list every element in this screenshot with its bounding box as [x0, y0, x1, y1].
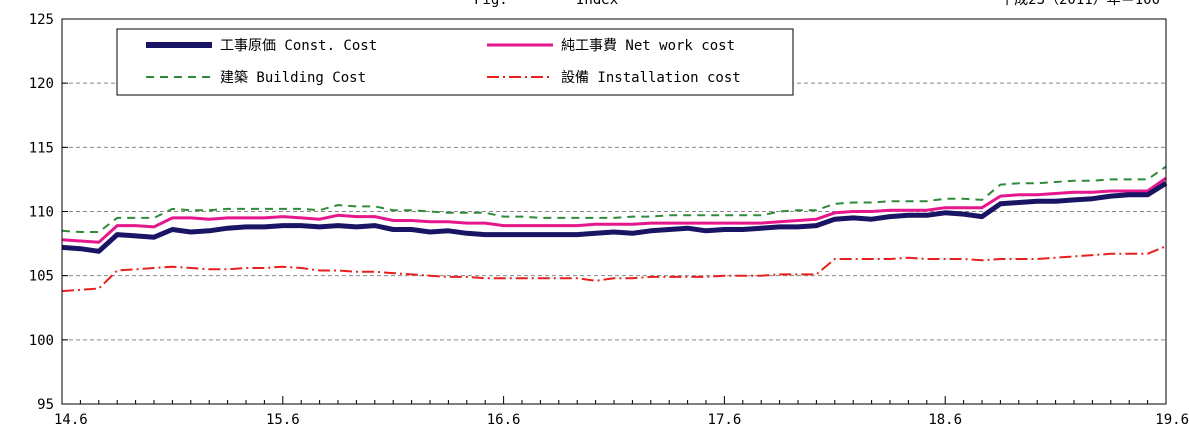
x-tick-label: 14.6 — [54, 412, 88, 428]
header-base-year-fragment: 平成23（2011）年＝100 — [1000, 0, 1160, 8]
x-tick-label: 15.6 — [266, 412, 300, 428]
y-tick-label: 110 — [29, 205, 54, 221]
header-fig-fragment: Fig. — [474, 0, 508, 8]
x-axis-ticks: 14.6 15.6 16.6 17.6 18.6 19.6 — [54, 396, 1189, 428]
gridlines — [62, 82, 1166, 341]
y-tick-label: 100 — [29, 333, 54, 349]
y-tick-label: 120 — [29, 76, 54, 92]
x-tick-label: 19.6 — [1155, 412, 1189, 428]
y-tick-label: 95 — [37, 397, 54, 413]
y-axis-ticks: 95 100 105 110 115 120 125 — [29, 12, 68, 413]
legend-label-const-cost: 工事原価 Const. Cost — [220, 38, 377, 54]
x-tick-label: 18.6 — [928, 412, 962, 428]
legend: 工事原価 Const. Cost 純工事費 Net work cost 建築 B… — [116, 28, 794, 96]
y-tick-label: 115 — [29, 140, 54, 156]
legend-label-building-cost: 建築 Building Cost — [220, 70, 366, 86]
x-tick-label: 17.6 — [708, 412, 742, 428]
legend-label-net-work-cost: 純工事費 Net work cost — [561, 38, 735, 54]
series-line-installation-cost — [61, 245, 1167, 293]
legend-label-installation-cost: 設備 Installation cost — [561, 70, 741, 86]
y-tick-label: 125 — [29, 12, 54, 28]
series-line-const-cost — [61, 181, 1168, 254]
legend-box — [116, 28, 794, 96]
series-line-net-work-cost — [61, 176, 1167, 244]
series-line-building-cost — [61, 165, 1167, 233]
x-tick-label: 16.6 — [487, 412, 521, 428]
series-lines — [61, 165, 1168, 293]
y-tick-label: 105 — [29, 269, 54, 285]
plot-frame — [61, 18, 1167, 405]
header-index-fragment: Index — [576, 0, 618, 8]
